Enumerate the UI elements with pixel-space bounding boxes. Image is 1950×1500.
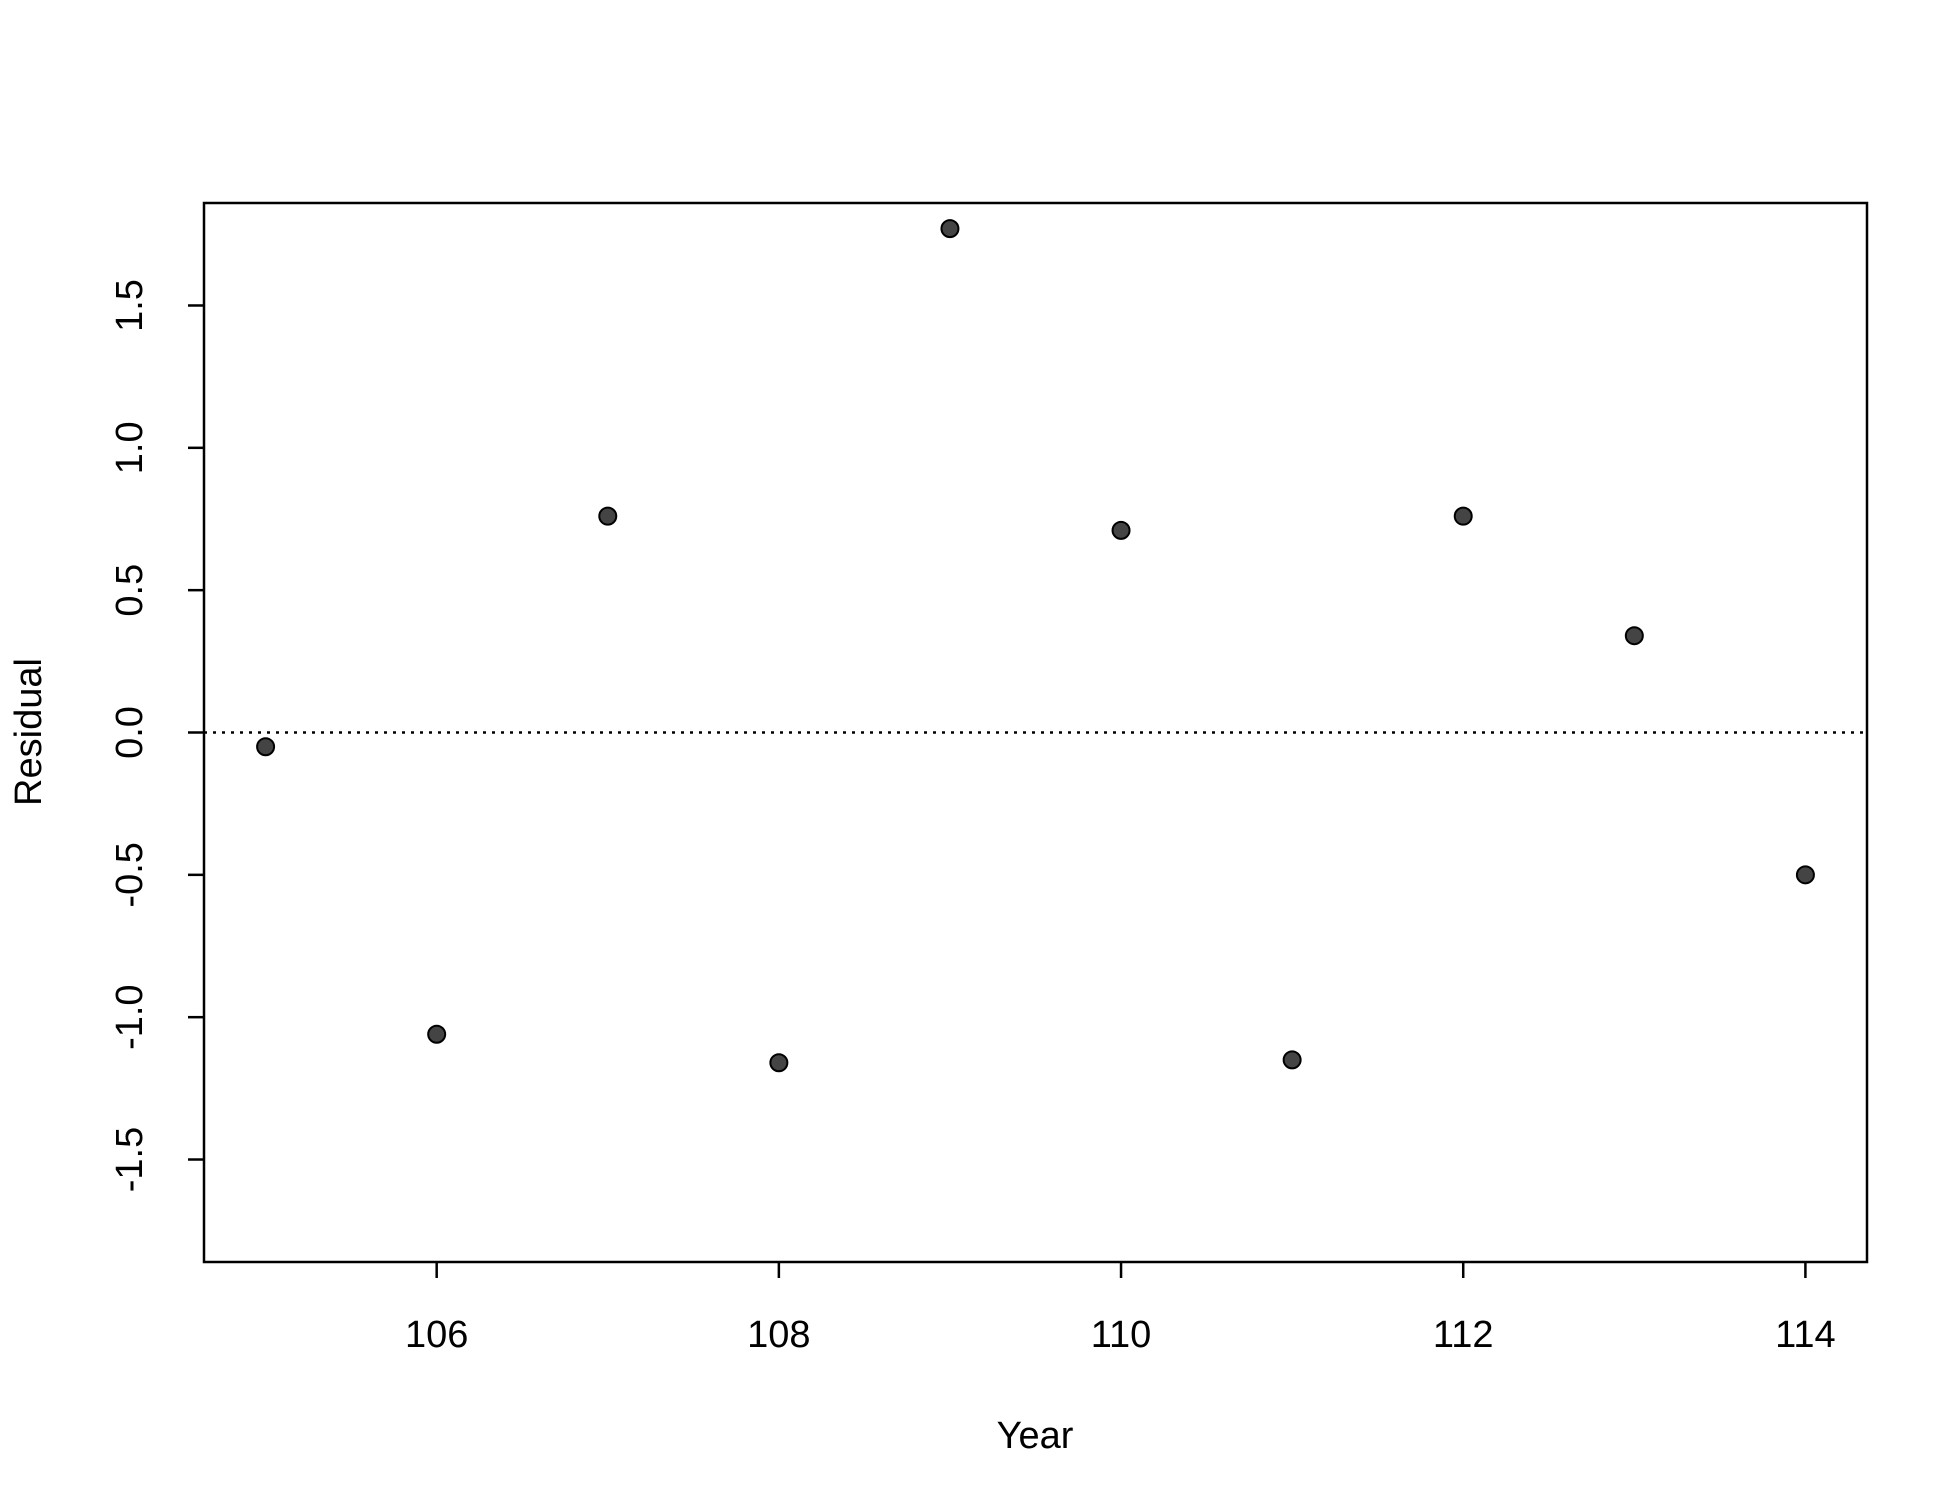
point <box>940 219 960 239</box>
y-tick-label: -1.5 <box>109 1127 151 1192</box>
x-tick-label: 106 <box>405 1314 468 1356</box>
point <box>1795 865 1815 885</box>
y-tick-label: 0.0 <box>109 706 151 759</box>
point <box>427 1024 447 1044</box>
point <box>256 737 276 757</box>
x-axis-label: Year <box>997 1415 1074 1457</box>
point <box>769 1053 789 1073</box>
x-tick-label: 110 <box>1091 1314 1152 1356</box>
y-tick-label: 0.5 <box>109 564 151 617</box>
y-tick-label: 1.5 <box>109 279 151 332</box>
point <box>1282 1050 1302 1070</box>
point <box>598 506 618 526</box>
y-tick-label: 1.0 <box>109 421 151 474</box>
y-axis-label: Residual <box>8 658 50 806</box>
point <box>1453 506 1473 526</box>
y-tick-label: -0.5 <box>109 842 151 907</box>
y-tick-label: -1.0 <box>109 984 151 1049</box>
point <box>1624 626 1644 646</box>
x-tick-label: 112 <box>1433 1314 1494 1356</box>
x-tick-label: 108 <box>747 1314 810 1356</box>
point <box>1111 520 1131 540</box>
x-tick-label: 114 <box>1775 1314 1836 1356</box>
